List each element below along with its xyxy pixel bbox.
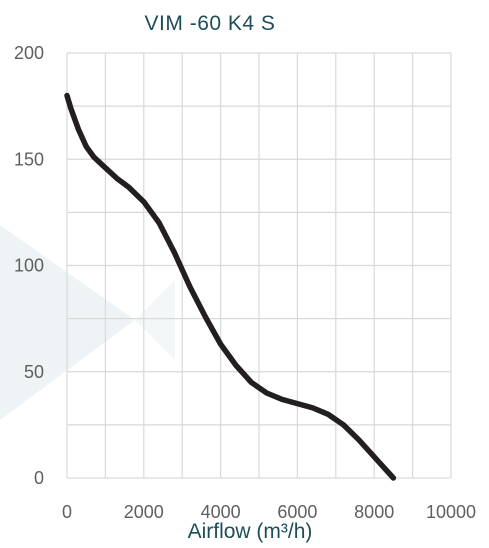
y-tick-label: 200 xyxy=(14,43,44,63)
x-tick-label: 2000 xyxy=(124,502,164,522)
y-tick-label: 100 xyxy=(14,256,44,276)
series-line xyxy=(64,92,397,481)
x-axis-label: Airflow (m³/h) xyxy=(187,520,313,543)
y-tick-label: 150 xyxy=(14,149,44,169)
chart-title: VIM -60 K4 S xyxy=(144,12,276,35)
x-tick-label: 6000 xyxy=(277,502,317,522)
x-tick-label: 0 xyxy=(62,502,72,522)
chart-ticks: 0 2000 4000 6000 8000 10000 0 50 100 150 200 xyxy=(14,43,476,522)
x-tick-label: 10000 xyxy=(426,502,476,522)
y-tick-label: 0 xyxy=(34,468,44,488)
chart-series xyxy=(64,92,397,481)
x-tick-label: 4000 xyxy=(201,502,241,522)
x-tick-label: 8000 xyxy=(354,502,394,522)
chart-grid xyxy=(66,52,452,479)
y-tick-label: 50 xyxy=(24,362,44,382)
